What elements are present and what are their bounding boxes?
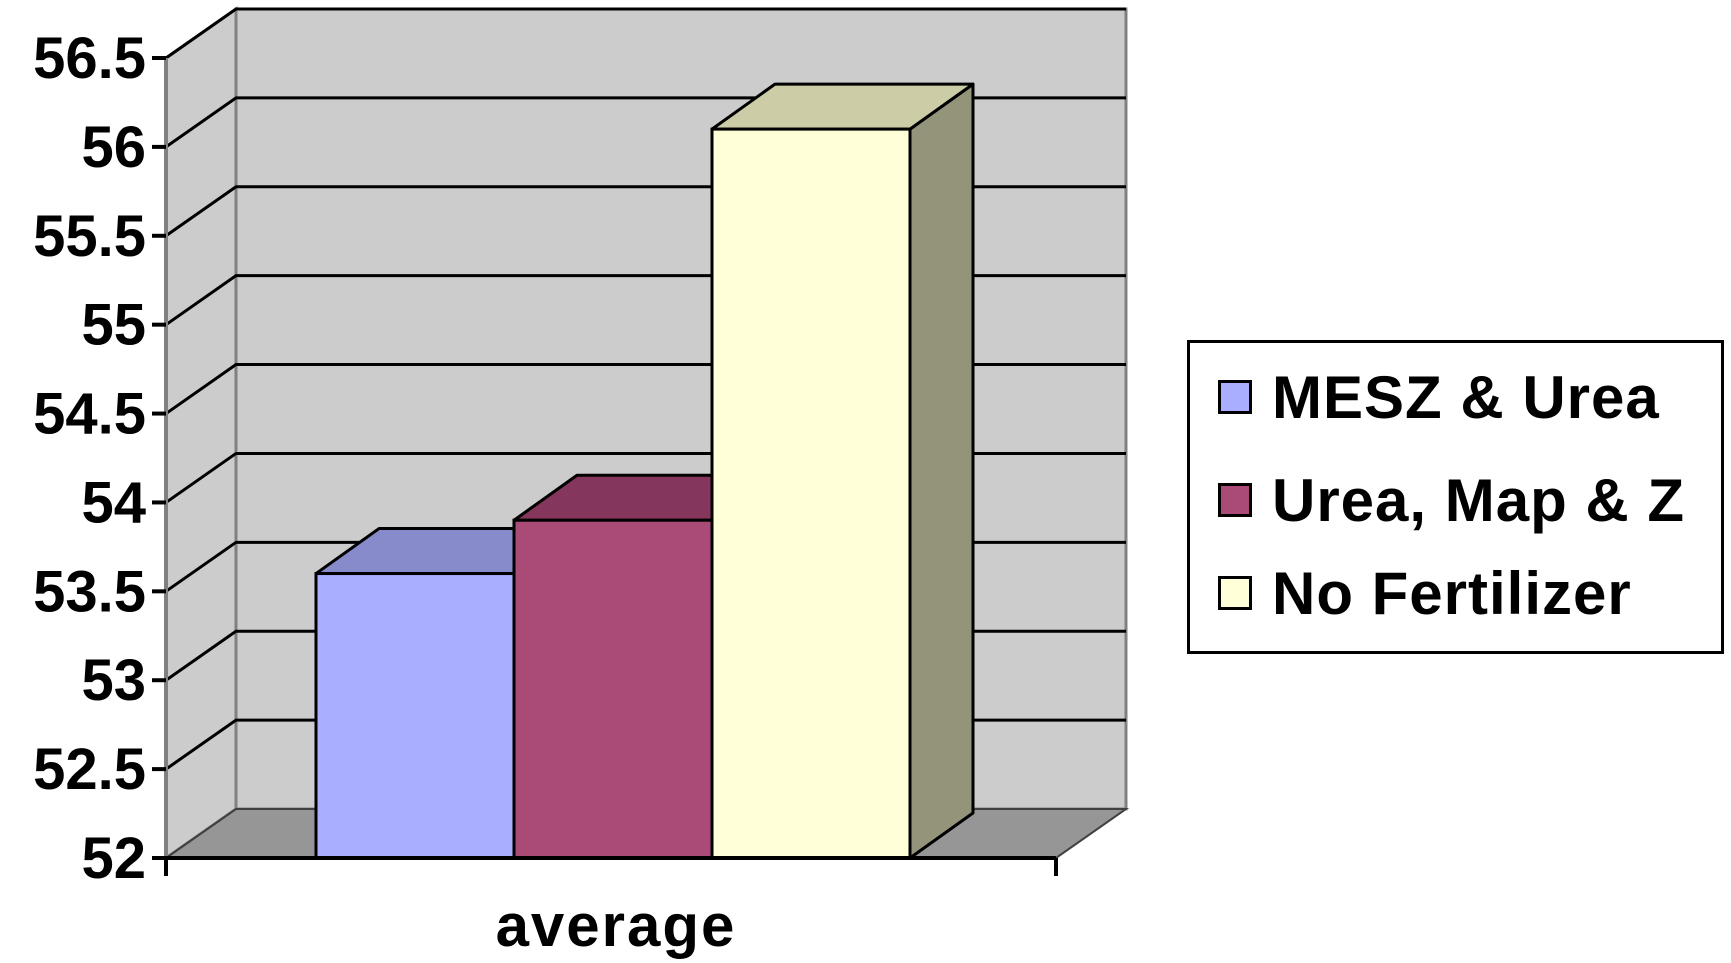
legend-swatch-no-fertilizer (1218, 576, 1252, 610)
y-tick-label: 54 (81, 470, 146, 535)
y-tick-label: 55.5 (33, 204, 146, 269)
y-tick-label: 52.5 (33, 737, 146, 802)
legend-item-urea-map-z: Urea, Map & Z (1218, 460, 1685, 540)
y-tick-label: 53.5 (33, 559, 146, 624)
legend-swatch-urea-map-z (1218, 483, 1252, 517)
side-wall (166, 9, 236, 858)
y-tick-label: 52 (81, 826, 146, 891)
bar-3 (712, 84, 973, 858)
legend-label: No Fertilizer (1272, 559, 1632, 628)
legend: MESZ & Urea Urea, Map & Z No Fertilizer (1187, 340, 1724, 654)
x-category-labels: average (496, 892, 737, 959)
y-tick-label: 56 (81, 115, 146, 180)
legend-label: MESZ & Urea (1272, 363, 1660, 432)
y-tick-label: 55 (81, 293, 146, 358)
bar-front (712, 129, 910, 858)
y-tick-label: 53 (81, 648, 146, 713)
y-tick-label: 54.5 (33, 382, 146, 447)
bar-front (316, 574, 514, 858)
legend-item-no-fertilizer: No Fertilizer (1218, 553, 1632, 633)
y-tick-label: 56.5 (33, 26, 146, 91)
legend-label: Urea, Map & Z (1272, 466, 1685, 535)
bar-side (910, 84, 973, 858)
legend-swatch-mesz-urea (1218, 380, 1252, 414)
legend-item-mesz-urea: MESZ & Urea (1218, 357, 1660, 437)
y-tick-labels: 52 52.5 53 53.5 54 54.5 55 55.5 56 56.5 (33, 26, 146, 891)
bar-front (514, 520, 712, 858)
x-category-label: average (496, 892, 737, 959)
